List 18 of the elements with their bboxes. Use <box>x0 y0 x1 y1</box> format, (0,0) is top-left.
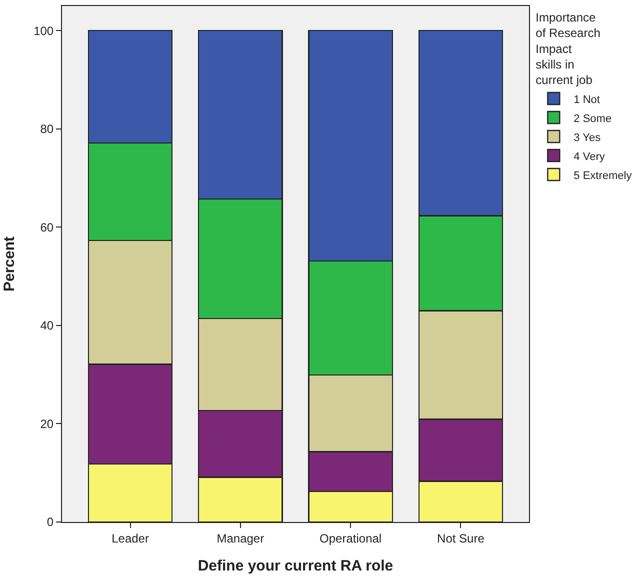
y-tick-label: 20 <box>40 416 54 431</box>
x-tick-label: Operational <box>320 531 382 546</box>
legend-label: 1 Not <box>574 94 600 106</box>
x-axis-title: Define your current RA role <box>198 557 394 574</box>
y-tick-label: 80 <box>40 122 54 136</box>
y-axis-title: Percent <box>0 236 18 292</box>
legend-label: 5 Extremely <box>574 170 632 182</box>
legend-label: 4 Very <box>574 150 606 163</box>
y-tick-label: 0 <box>46 515 54 530</box>
y-tick-label: 60 <box>40 220 54 234</box>
x-tick-label: Leader <box>112 531 149 546</box>
x-tick-label: Manager <box>216 531 264 546</box>
y-tick-label: 40 <box>40 318 54 333</box>
x-tick-label: Not Sure <box>437 531 485 546</box>
y-tick-label: 100 <box>34 24 54 38</box>
legend-title: Importance of Research Impact skills in current job <box>536 10 600 87</box>
legend-label: 3 Yes <box>574 132 602 144</box>
legend-label: 2 Some <box>574 112 612 125</box>
